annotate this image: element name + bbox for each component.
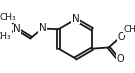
Text: CH₃: CH₃ (124, 25, 135, 34)
Text: N: N (72, 14, 79, 24)
Text: O: O (118, 32, 126, 42)
Text: CH₃: CH₃ (0, 13, 16, 22)
Text: N: N (13, 24, 21, 34)
Text: CH₃: CH₃ (0, 32, 11, 41)
Text: O: O (116, 54, 124, 64)
Text: N: N (39, 23, 46, 33)
